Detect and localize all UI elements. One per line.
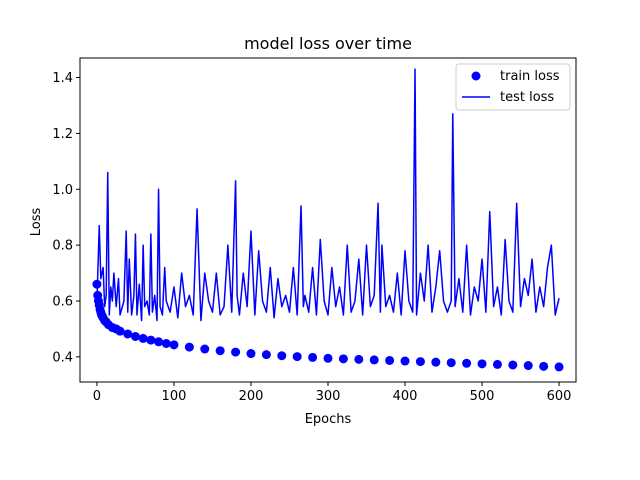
train-loss-point	[446, 358, 456, 368]
train-loss-point	[477, 359, 487, 369]
train-loss-point	[323, 353, 333, 363]
train-loss-point	[508, 360, 518, 370]
y-axis-label: Loss	[29, 208, 44, 237]
train-loss-point	[415, 357, 425, 367]
train-loss-point	[138, 333, 148, 343]
train-loss-point	[215, 346, 225, 356]
train-loss-point	[277, 351, 287, 361]
y-axis-ticks: 0.4 0.6 0.8 1.0 1.2 1.4	[52, 71, 80, 365]
x-tick-label: 300	[316, 389, 341, 404]
x-tick-label: 600	[547, 389, 572, 404]
train-loss-point	[92, 279, 102, 289]
x-axis-ticks: 0 100 200 300 400 500 600	[93, 382, 572, 404]
train-loss-point	[161, 338, 171, 348]
train-loss-point	[523, 361, 533, 371]
y-tick-label: 1.0	[52, 183, 73, 198]
legend-train-label: train loss	[500, 69, 560, 84]
train-loss-point	[123, 329, 133, 339]
x-tick-label: 100	[162, 389, 187, 404]
axes-frame	[79, 57, 577, 383]
train-loss-point	[400, 356, 410, 366]
x-tick-label: 500	[470, 389, 495, 404]
y-tick-label: 1.4	[52, 71, 73, 86]
train-loss-point	[184, 342, 194, 352]
train-loss-point	[492, 359, 502, 369]
train-loss-point	[431, 357, 441, 367]
legend-test-label: test loss	[500, 90, 554, 105]
train-loss-point	[115, 326, 125, 336]
legend: train loss test loss	[455, 63, 571, 111]
train-loss-point	[554, 362, 564, 372]
train-loss-point	[169, 340, 179, 350]
test-loss-line	[96, 68, 560, 322]
legend-box	[455, 63, 571, 111]
train-loss-point	[154, 337, 164, 347]
train-loss-point	[200, 344, 210, 354]
train-loss-point	[308, 352, 318, 362]
y-tick-label: 0.4	[52, 350, 73, 365]
y-tick-label: 0.8	[52, 239, 73, 254]
y-tick-label: 1.2	[52, 127, 73, 142]
train-loss-point	[354, 354, 364, 364]
plot-area	[92, 68, 564, 372]
train-loss-point	[231, 347, 241, 357]
train-loss-point	[261, 350, 271, 360]
x-tick-label: 400	[393, 389, 418, 404]
train-loss-point	[130, 331, 140, 341]
y-tick-label: 0.6	[52, 295, 73, 310]
train-loss-point	[369, 355, 379, 365]
x-tick-label: 200	[239, 389, 264, 404]
train-loss-point	[146, 335, 156, 345]
train-loss-point	[246, 349, 256, 359]
train-loss-point	[462, 358, 472, 368]
train-loss-point	[385, 355, 395, 365]
train-loss-point	[292, 352, 302, 362]
train-loss-point	[338, 354, 348, 364]
x-tick-label: 0	[93, 389, 101, 404]
chart-title: model loss over time	[244, 34, 412, 53]
train-loss-point	[539, 361, 549, 371]
legend-train-marker	[471, 71, 481, 81]
x-axis-label: Epochs	[305, 412, 352, 427]
